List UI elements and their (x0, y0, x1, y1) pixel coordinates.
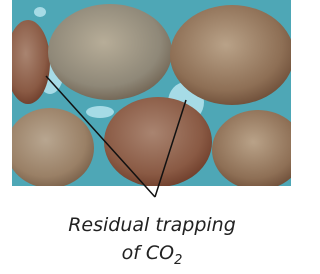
co2-bubble (34, 7, 46, 17)
rock-scene (6, 0, 291, 190)
illustration: Residual trapping of CO2 (0, 0, 291, 274)
caption-line: Residual trapping (68, 214, 236, 236)
caption-text: of CO (122, 242, 175, 264)
rock (6, 20, 50, 104)
rock (104, 97, 212, 187)
rock (170, 5, 291, 105)
page: Residual trapping of CO2 (() => { const … (0, 0, 291, 274)
co2-bubble (86, 106, 114, 118)
rock (48, 4, 172, 100)
caption-line: of CO2 (122, 242, 183, 268)
caption-subscript: 2 (174, 253, 182, 268)
rock (6, 108, 94, 188)
